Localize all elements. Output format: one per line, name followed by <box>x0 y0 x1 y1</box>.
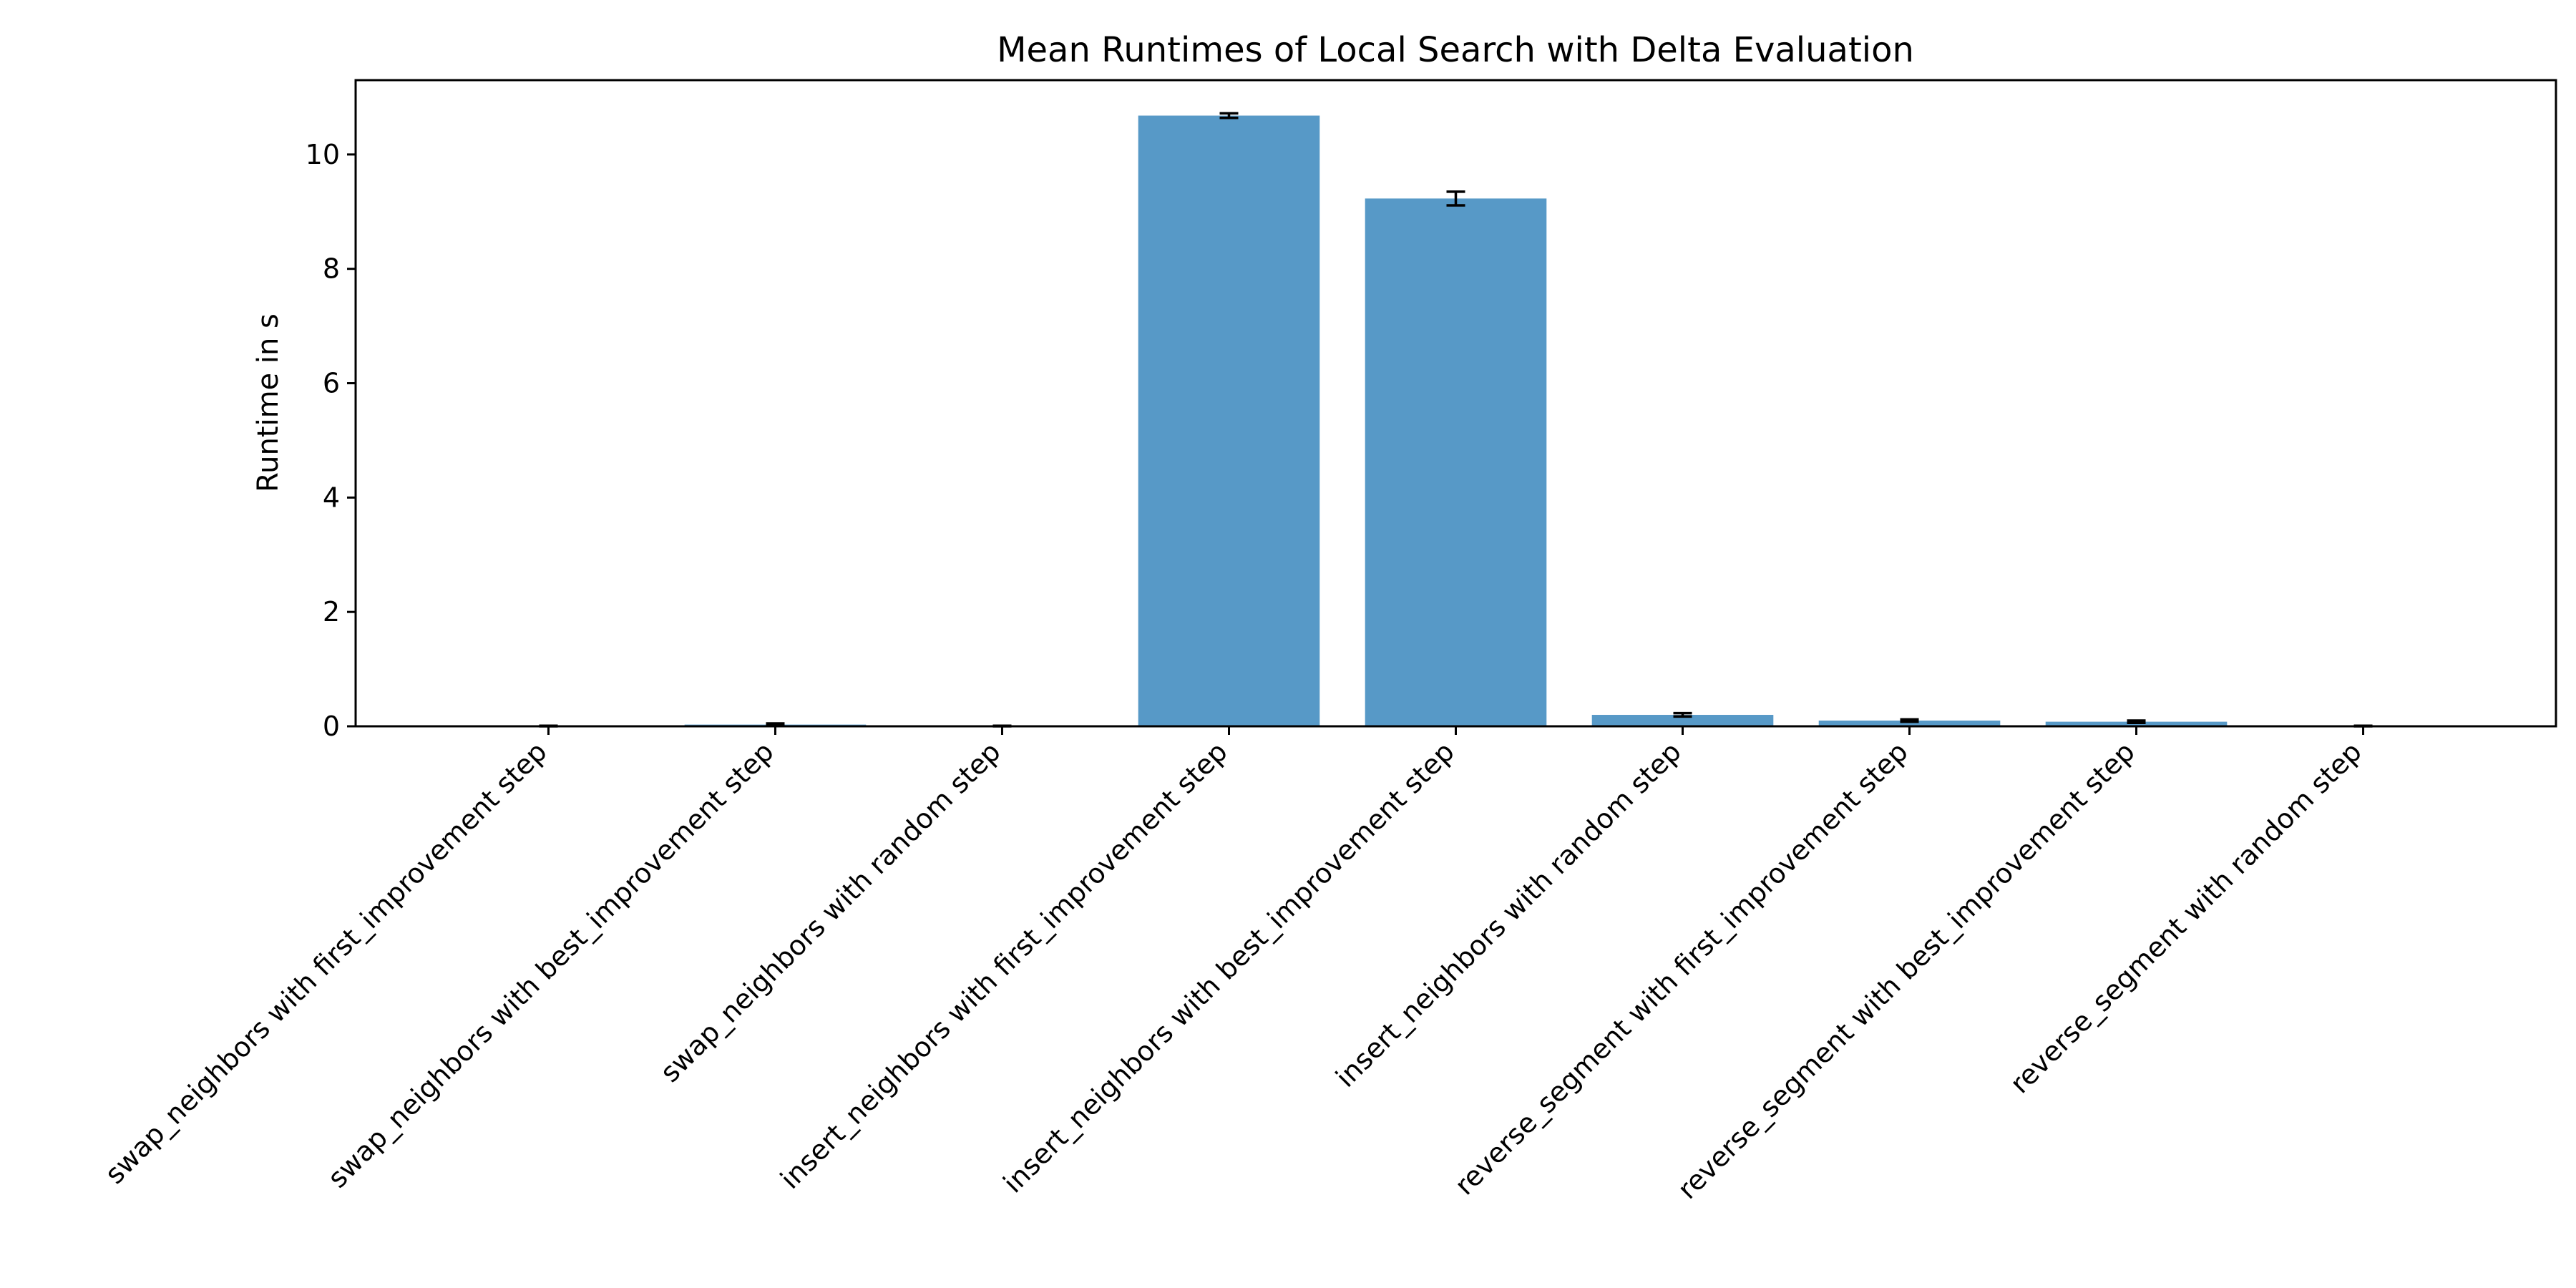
error-bar <box>1446 190 1465 207</box>
bar <box>1365 198 1547 726</box>
error-bar <box>1673 711 1692 718</box>
error-bar <box>2127 719 2146 724</box>
x-tick-label: reverse_segment with best_improvement st… <box>1672 736 2141 1205</box>
error-bar <box>1219 112 1239 119</box>
x-tick-label: insert_neighbors with best_improvement s… <box>997 736 1460 1199</box>
x-tick-label: insert_neighbors with first_improvement … <box>774 736 1234 1195</box>
error-bar <box>1900 718 1919 723</box>
y-axis-label: Runtime in s <box>252 313 285 492</box>
x-tick-label: reverse_segment with random step <box>2004 736 2368 1099</box>
bar <box>1818 721 2001 726</box>
y-tick-label: 6 <box>323 368 340 399</box>
y-axis: 0 2 4 6 8 10 <box>306 139 356 742</box>
x-tick-label: swap_neighbors with first_improvement st… <box>99 736 553 1190</box>
y-tick-label: 10 <box>306 139 340 170</box>
y-tick-label: 0 <box>323 711 340 742</box>
chart-title: Mean Runtimes of Local Search with Delta… <box>997 30 1914 70</box>
x-tick-label: insert_neighbors with random step <box>1330 736 1687 1093</box>
x-tick-label: reverse_segment with first_improvement s… <box>1448 736 1913 1201</box>
bar <box>1591 715 1774 726</box>
bar <box>1138 115 1320 726</box>
y-tick-label: 2 <box>323 596 340 628</box>
bars-group <box>457 115 2454 726</box>
x-axis: swap_neighbors with first_improvement st… <box>99 726 2368 1205</box>
y-tick-label: 4 <box>323 482 340 513</box>
x-tick-label: swap_neighbors with best_improvement ste… <box>322 736 780 1194</box>
plot-frame <box>354 79 2557 728</box>
y-tick-label: 8 <box>323 253 340 285</box>
